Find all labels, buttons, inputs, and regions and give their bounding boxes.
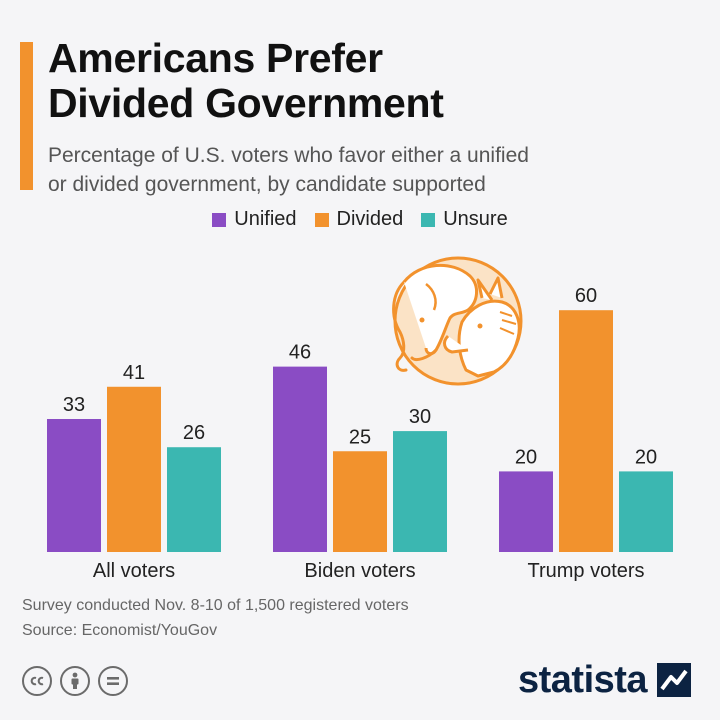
title-line-1: Americans Prefer [48,35,383,81]
title-line-2: Divided Government [48,80,444,126]
legend-swatch-divided [314,212,329,227]
bar-unified-biden-voters [273,366,327,552]
bar-unsure-all-voters [167,447,221,552]
bar-chart: 33 41 26 All voters 46 25 30 Biden voters 20 60 20… [47,285,673,582]
category-label-trump-voters: Trump voters [527,560,644,582]
legend-label-divided: Divided [336,208,404,230]
value-label-divided-biden-voters: 25 [349,426,371,448]
bar-unified-trump-voters [499,471,553,552]
page-title: Americans Prefer Divided Government [48,36,688,126]
brand-name: statista [518,658,648,701]
bar-unsure-biden-voters [393,431,447,552]
bar-unified-all-voters [47,419,101,552]
legend-swatch-unsure [421,212,436,227]
value-label-unsure-biden-voters: 30 [409,406,431,428]
bar-divided-biden-voters [333,451,387,552]
value-label-unified-all-voters: 33 [63,394,85,416]
statista-brand[interactable]: statista [518,658,692,701]
legend-item-divided: Divided [314,208,404,231]
bar-unsure-trump-voters [619,471,673,552]
survey-note: Survey conducted Nov. 8-10 of 1,500 regi… [22,597,409,614]
legend-item-unified: Unified [212,208,297,231]
category-label-all-voters: All voters [93,560,175,582]
legend: Unified Divided Unsure [0,208,720,231]
legend-label-unsure: Unsure [443,208,508,230]
license-icons [22,666,128,696]
elephant-donkey-illustration [392,256,523,386]
source-note: Source: Economist/YouGov [22,622,218,639]
legend-swatch-unified [212,212,227,227]
value-label-divided-trump-voters: 60 [575,285,597,307]
value-label-unified-trump-voters: 20 [515,446,537,468]
legend-item-unsure: Unsure [421,208,508,231]
subtitle: Percentage of U.S. voters who favor eith… [48,141,688,199]
subtitle-line-1: Percentage of U.S. voters who favor eith… [48,144,529,167]
subtitle-line-2: or divided government, by candidate supp… [48,173,486,196]
cc-icon[interactable] [22,666,52,696]
accent-bar [20,42,33,190]
value-label-unsure-all-voters: 26 [183,422,205,444]
attribution-icon[interactable] [60,666,90,696]
value-label-unified-biden-voters: 46 [289,342,311,364]
value-label-unsure-trump-voters: 20 [635,446,657,468]
bar-divided-trump-voters [559,310,613,552]
no-derivatives-icon[interactable] [98,666,128,696]
bar-divided-all-voters [107,386,161,552]
statista-logo-icon [657,663,692,697]
category-label-biden-voters: Biden voters [304,560,415,582]
value-label-divided-all-voters: 41 [123,362,145,384]
legend-label-unified: Unified [234,208,297,230]
